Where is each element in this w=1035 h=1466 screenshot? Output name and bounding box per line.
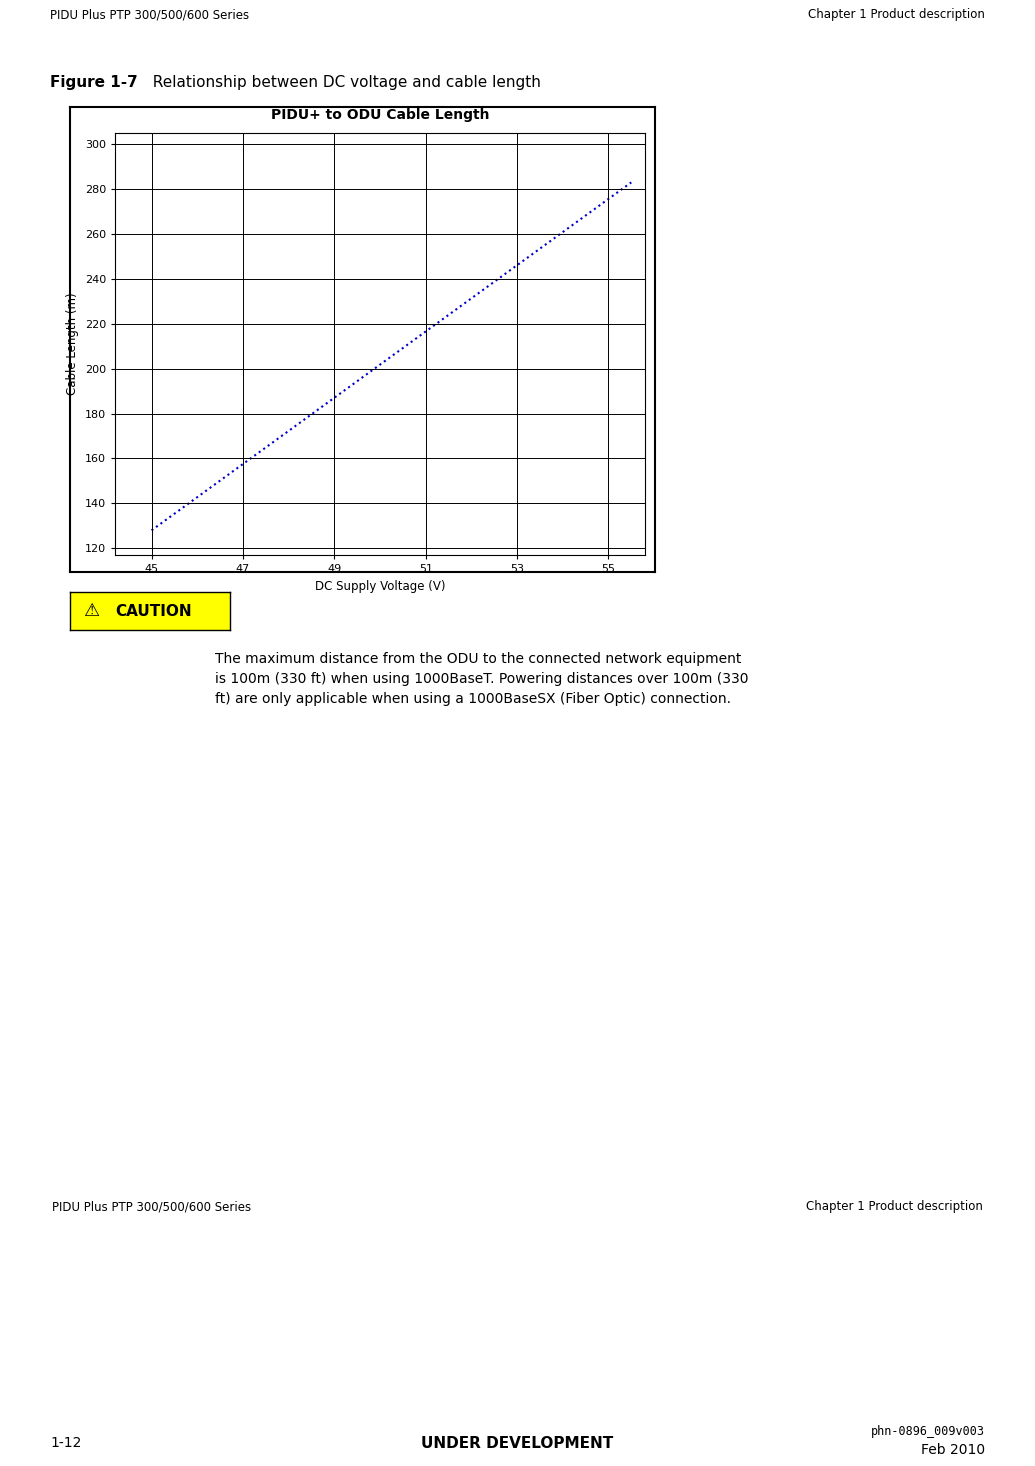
Text: Chapter 1 Product description: Chapter 1 Product description (808, 7, 985, 21)
Text: ⚠: ⚠ (83, 603, 99, 620)
Text: CAUTION: CAUTION (115, 604, 191, 619)
Text: UNDER DEVELOPMENT: UNDER DEVELOPMENT (421, 1437, 613, 1451)
Y-axis label: Cable Length (m): Cable Length (m) (66, 293, 79, 396)
X-axis label: DC Supply Voltage (V): DC Supply Voltage (V) (315, 579, 445, 592)
Text: is 100m (330 ft) when using 1000BaseT. Powering distances over 100m (330: is 100m (330 ft) when using 1000BaseT. P… (215, 671, 748, 686)
Text: PIDU Plus PTP 300/500/600 Series: PIDU Plus PTP 300/500/600 Series (52, 1201, 250, 1212)
Text: Figure 1-7: Figure 1-7 (50, 75, 138, 89)
Text: PIDU Plus PTP 300/500/600 Series: PIDU Plus PTP 300/500/600 Series (50, 7, 249, 21)
Text: Feb 2010: Feb 2010 (921, 1443, 985, 1457)
Text: phn-0896_009v003: phn-0896_009v003 (871, 1425, 985, 1438)
Text: The maximum distance from the ODU to the connected network equipment: The maximum distance from the ODU to the… (215, 652, 741, 666)
Text: Chapter 1 Product description: Chapter 1 Product description (806, 1201, 983, 1212)
Text: 1-12: 1-12 (50, 1437, 82, 1450)
Title: PIDU+ to ODU Cable Length: PIDU+ to ODU Cable Length (271, 108, 490, 122)
Text: Relationship between DC voltage and cable length: Relationship between DC voltage and cabl… (143, 75, 541, 89)
Text: ft) are only applicable when using a 1000BaseSX (Fiber Optic) connection.: ft) are only applicable when using a 100… (215, 692, 731, 707)
